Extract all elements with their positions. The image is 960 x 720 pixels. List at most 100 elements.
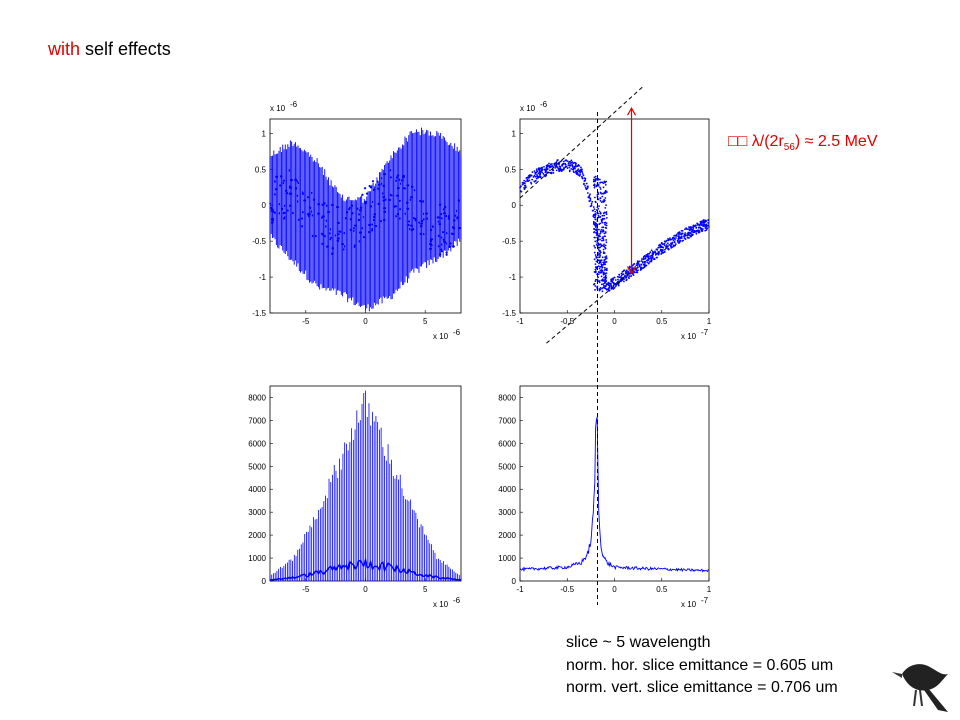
data-point: [420, 219, 424, 223]
data-point: [558, 163, 560, 166]
data-point: [602, 261, 605, 264]
crow-leg: [913, 689, 923, 707]
data-point: [541, 166, 543, 169]
data-point: [383, 218, 386, 222]
y-tick-label: 7000: [498, 416, 516, 425]
data-point: [628, 277, 631, 280]
data-point: [600, 218, 603, 221]
data-point: [604, 274, 607, 277]
data-point: [645, 254, 648, 256]
data-point: [665, 244, 668, 246]
data-point: [361, 193, 364, 196]
data-point: [632, 274, 635, 277]
data-point: [599, 238, 601, 241]
data-point: [569, 162, 571, 165]
data-point: [686, 228, 689, 231]
data-point: [617, 283, 620, 286]
data-point: [548, 164, 551, 167]
data-point: [699, 223, 702, 226]
annotation-open: /(2r: [759, 133, 784, 150]
data-point: [642, 258, 645, 261]
data-point: [638, 260, 641, 263]
x-tick-label: 1: [707, 317, 712, 326]
data-point: [331, 247, 334, 250]
y-tick-label: 0.5: [255, 165, 267, 174]
y-tick-label: 4000: [498, 485, 516, 494]
data-point: [443, 212, 446, 215]
data-point: [594, 226, 597, 229]
slide-title: with self effects: [48, 39, 171, 60]
data-point: [696, 222, 699, 225]
data-point: [604, 183, 607, 186]
data-point: [337, 237, 340, 240]
data-point: [592, 206, 595, 208]
data-point: [370, 229, 374, 232]
data-point: [559, 165, 562, 168]
data-point: [707, 221, 710, 224]
slide-title-rest: self effects: [80, 39, 171, 59]
data-point: [565, 165, 568, 168]
data-point: [577, 170, 580, 173]
data-point: [536, 174, 539, 177]
data-point: [689, 226, 692, 228]
data-point: [418, 221, 421, 224]
data-point: [590, 204, 593, 207]
data-point: [561, 169, 563, 172]
data-point: [675, 233, 678, 236]
y-tick-label: -1: [259, 273, 267, 282]
data-point: [354, 224, 357, 227]
y-tick-label: 5000: [248, 462, 266, 471]
y-tick-label: 0.5: [505, 165, 517, 174]
data-point: [371, 223, 374, 226]
data-point: [603, 282, 606, 285]
data-point: [597, 253, 600, 256]
data-point: [601, 269, 604, 272]
data-point: [673, 241, 676, 243]
data-point: [524, 180, 527, 183]
data-point: [604, 197, 607, 199]
data-point: [604, 287, 606, 290]
data-point: [643, 265, 646, 268]
data-point: [599, 254, 602, 257]
data-point: [635, 271, 637, 274]
data-point: [437, 220, 440, 223]
data-point: [282, 179, 286, 182]
data-point: [612, 277, 615, 280]
data-point: [567, 162, 570, 165]
data-point: [574, 167, 576, 170]
data-point: [602, 283, 605, 285]
data-point: [614, 285, 617, 288]
data-point: [599, 191, 602, 194]
data-point: [617, 284, 620, 287]
data-point: [596, 229, 598, 232]
data-point: [603, 235, 606, 238]
data-point: [311, 214, 314, 217]
data-point: [399, 182, 402, 185]
data-point: [599, 215, 602, 218]
data-point: [637, 269, 639, 272]
data-point: [297, 218, 301, 222]
data-point: [555, 169, 558, 172]
data-point: [680, 236, 683, 238]
data-point: [598, 259, 601, 262]
crow-logo: [892, 664, 948, 712]
data-point: [278, 212, 281, 215]
data-point: [382, 199, 385, 202]
data-point: [598, 271, 600, 274]
energy-arrow-head-top: [626, 107, 637, 116]
data-point: [636, 262, 638, 265]
data-point: [668, 243, 671, 246]
data-point: [331, 252, 334, 255]
data-point: [269, 202, 272, 205]
data-point: [670, 238, 673, 241]
data-point: [546, 164, 549, 166]
data-point: [603, 232, 606, 235]
data-point: [604, 206, 607, 209]
data-point: [537, 176, 539, 179]
data-point: [296, 194, 299, 197]
data-point: [667, 248, 669, 250]
data-point: [601, 195, 604, 198]
y-exponent-power: -6: [540, 100, 548, 109]
data-point: [575, 165, 578, 168]
data-point: [447, 217, 450, 220]
